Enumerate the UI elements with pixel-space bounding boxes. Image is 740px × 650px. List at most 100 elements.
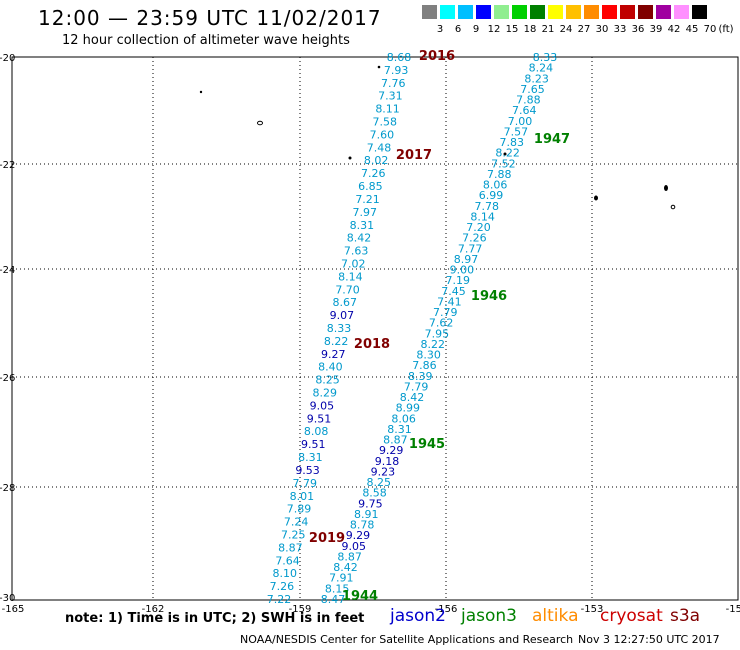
lon-label: -162 — [142, 604, 165, 615]
swh-value: 8.14 — [338, 270, 363, 283]
scale-label: 45 — [685, 24, 699, 35]
scale-swatch — [548, 5, 563, 19]
scale-swatch — [512, 5, 527, 19]
swh-value: 7.97 — [352, 206, 377, 219]
lon-label: -156 — [435, 604, 458, 615]
pass-number-label: 2016 — [419, 49, 455, 64]
scale-swatch — [458, 5, 473, 19]
scale-swatch — [656, 5, 671, 19]
pass-number-label: 2019 — [309, 531, 345, 546]
swh-value: 7.76 — [381, 77, 406, 90]
island — [257, 120, 263, 126]
swh-value: 7.31 — [378, 90, 403, 103]
swh-value: 7.83 — [499, 136, 524, 149]
swh-value: 7.64 — [275, 554, 300, 567]
swh-value: 7.25 — [281, 528, 306, 541]
lat-lon-grid — [12, 57, 738, 600]
swh-value: 9.51 — [307, 412, 332, 425]
satellite-name: s3a — [670, 606, 701, 626]
island — [348, 156, 352, 160]
swh-value: 7.79 — [292, 477, 317, 490]
swh-value: 7.64 — [512, 104, 537, 117]
scale-label: 9 — [472, 24, 480, 35]
swh-value: 9.75 — [358, 497, 383, 510]
swh-value: 7.00 — [508, 115, 533, 128]
swh-value: 7.91 — [329, 572, 354, 585]
swh-value: 7.65 — [520, 83, 545, 96]
swh-value: 8.22 — [421, 338, 446, 351]
swh-value: 8.47 — [321, 593, 346, 606]
scale-label: 36 — [631, 24, 645, 35]
scale-label: 70 — [703, 24, 717, 35]
swh-value: 8.78 — [350, 519, 375, 532]
island — [670, 204, 676, 210]
scale-swatch — [692, 5, 707, 19]
swh-value: 8.06 — [483, 179, 508, 192]
scale-swatch — [674, 5, 689, 19]
swh-value: 7.26 — [462, 232, 487, 245]
lat-label: -26 — [0, 373, 15, 384]
swh-value: 9.18 — [375, 455, 400, 468]
swh-value: 8.91 — [354, 508, 379, 521]
swh-value: 7.77 — [458, 242, 483, 255]
swh-value: 8.33 — [533, 51, 558, 64]
swh-value: 8.97 — [454, 253, 479, 266]
swh-value: 8.25 — [315, 374, 340, 387]
swh-value: 8.23 — [524, 72, 549, 85]
map-subtitle: 12 hour collection of altimeter wave hei… — [62, 33, 350, 48]
scale-swatch — [530, 5, 545, 19]
swh-value: 8.58 — [362, 487, 387, 500]
swh-value: 7.86 — [412, 359, 437, 372]
footer-note: note: 1) Time is in UTC; 2) SWH is in fe… — [65, 611, 365, 626]
lon-label: -159 — [289, 604, 312, 615]
scale-label: 15 — [505, 24, 519, 35]
scale-label: 24 — [559, 24, 573, 35]
pass-number-label: 1946 — [471, 289, 507, 304]
swh-value: 9.00 — [450, 264, 475, 277]
satellite-name: jason2 — [390, 606, 446, 626]
swh-value: 7.88 — [516, 94, 541, 107]
swh-value: 7.48 — [367, 141, 392, 154]
lat-label: -24 — [0, 265, 15, 276]
swh-value: 8.87 — [337, 550, 362, 563]
scale-label: 12 — [487, 24, 501, 35]
scale-swatch — [638, 5, 653, 19]
island — [377, 65, 381, 69]
pass-number-label: 2018 — [354, 337, 390, 352]
satellite-name: jason3 — [461, 606, 517, 626]
swh-value: 6.99 — [479, 189, 504, 202]
scale-label: 3 — [436, 24, 444, 35]
swh-value: 8.87 — [278, 541, 303, 554]
swh-value: 9.53 — [295, 464, 320, 477]
satellite-name: altika — [532, 606, 579, 626]
island — [664, 185, 668, 191]
lat-label: -20 — [0, 53, 15, 64]
swh-value: 8.31 — [298, 451, 323, 464]
swh-value: 7.21 — [355, 193, 380, 206]
swh-value: 8.11 — [375, 103, 400, 116]
pass-number-label: 2017 — [396, 148, 432, 163]
scale-label: 27 — [577, 24, 591, 35]
swh-value: 7.22 — [267, 593, 292, 606]
swh-value: 7.52 — [491, 157, 516, 170]
swh-value: 8.42 — [400, 391, 425, 404]
pass-number-label: 1944 — [342, 589, 378, 604]
scale-swatch — [422, 5, 437, 19]
swh-value: 8.22 — [324, 335, 349, 348]
swh-tracks: 8.687.937.767.318.117.587.607.488.027.26… — [267, 51, 558, 606]
swh-value: 7.45 — [441, 285, 466, 298]
swh-value: 9.29 — [379, 444, 404, 457]
swh-value: 8.67 — [332, 296, 357, 309]
swh-value: 8.42 — [347, 232, 372, 245]
scale-label: 33 — [613, 24, 627, 35]
swh-value: 8.40 — [318, 361, 343, 374]
swh-value: 7.79 — [433, 306, 458, 319]
swh-value: 8.31 — [387, 423, 412, 436]
swh-value: 8.06 — [391, 412, 416, 425]
credit-text: NOAA/NESDIS Center for Satellite Applica… — [240, 633, 574, 646]
swh-value: 7.19 — [445, 274, 470, 287]
swh-value: 7.02 — [341, 257, 366, 270]
swh-value: 7.93 — [384, 64, 409, 77]
swh-value: 8.31 — [350, 219, 375, 232]
